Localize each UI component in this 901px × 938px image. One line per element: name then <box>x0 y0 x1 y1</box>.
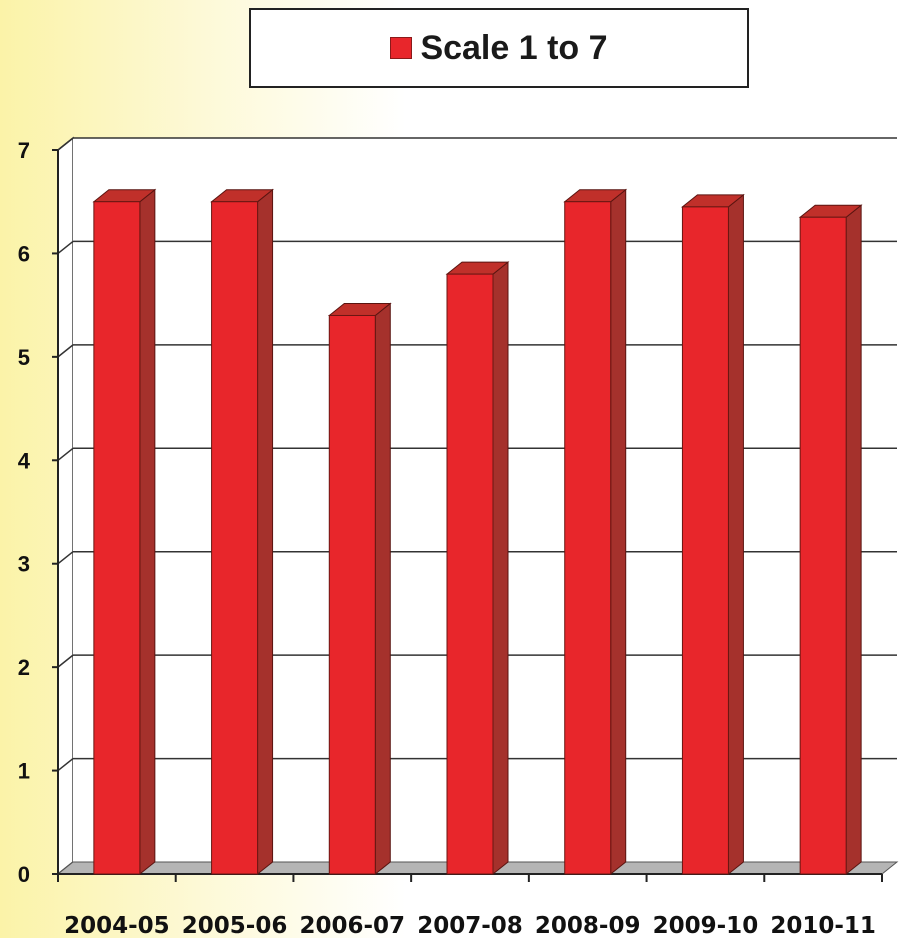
legend-label: Scale 1 to 7 <box>420 28 608 67</box>
chart-legend: Scale 1 to 7 <box>249 8 749 88</box>
bar-side <box>610 188 627 876</box>
chart-labels: 0 1 2 3 4 5 6 7 2004-05 2005-06 2006-07 2007-08 2008… <box>18 138 876 938</box>
bar-front <box>681 206 729 875</box>
bar-front <box>328 314 376 875</box>
x-tick-label: 2009-10 <box>653 913 759 938</box>
x-tick-label: 2006-07 <box>299 913 405 938</box>
bar-side <box>845 204 862 876</box>
gridline-diagonal <box>57 344 74 358</box>
bar-side <box>492 261 509 876</box>
gridline-diagonal <box>57 447 74 461</box>
gridline-diagonal <box>57 137 74 151</box>
bar-side <box>257 188 274 876</box>
bar-side <box>727 193 744 876</box>
bar-front <box>93 201 141 875</box>
bar-front <box>564 201 612 875</box>
gridline-diagonal <box>57 240 74 255</box>
bar-side <box>374 302 391 876</box>
side-wall <box>57 136 74 876</box>
bar-front <box>211 201 259 875</box>
bar-front <box>799 216 847 875</box>
bar <box>327 302 392 876</box>
legend-swatch <box>390 37 413 59</box>
bar-side <box>139 188 156 876</box>
bar <box>210 188 274 876</box>
x-tick-label: 2005-06 <box>182 913 288 938</box>
bar <box>798 204 863 876</box>
y-tick-label: 1 <box>18 759 30 784</box>
bar <box>563 188 628 876</box>
x-tick-label: 2010-11 <box>770 913 876 938</box>
gridline-diagonal <box>57 654 74 668</box>
bar <box>681 193 745 876</box>
y-tick-label: 5 <box>18 345 30 370</box>
y-tick-label: 4 <box>18 448 31 473</box>
chart-bars <box>92 188 863 876</box>
gridline-diagonal <box>57 551 74 565</box>
bar-front <box>446 273 494 875</box>
x-tick-label: 2004-05 <box>64 913 170 938</box>
gridline-diagonal <box>57 757 74 772</box>
y-tick-label: 3 <box>18 552 30 577</box>
y-tick-label: 2 <box>18 655 30 680</box>
y-tick-label: 0 <box>18 862 30 887</box>
x-tick-label: 2007-08 <box>417 913 523 938</box>
x-tick-label: 2008-09 <box>535 913 641 938</box>
bar <box>445 261 510 876</box>
y-tick-label: 7 <box>18 138 30 163</box>
y-tick-label: 6 <box>18 241 30 266</box>
bar <box>92 188 157 876</box>
